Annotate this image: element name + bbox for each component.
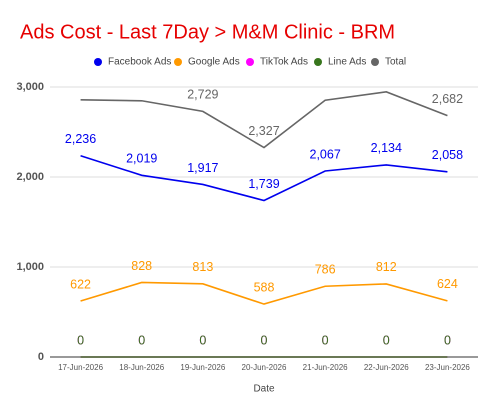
data-label: 0	[138, 333, 145, 347]
series-line	[80, 91, 448, 149]
data-label: 0	[138, 333, 145, 347]
data-label: 622	[70, 277, 91, 291]
series-line	[80, 281, 448, 305]
data-label: 812	[376, 260, 397, 274]
legend-label: Facebook Ads	[108, 57, 171, 68]
x-axis-title: Date	[253, 384, 275, 395]
x-tick-label: 20-Jun-2026	[242, 363, 287, 372]
data-label: 828	[131, 259, 152, 273]
legend-label: TikTok Ads	[260, 57, 308, 68]
legend-marker	[246, 58, 254, 66]
data-label: 1,917	[187, 161, 218, 175]
legend-marker	[94, 58, 102, 66]
chart-title: Ads Cost - Last 7Day > M&M Clinic - BRM	[20, 21, 395, 43]
data-label: 0	[199, 333, 206, 347]
y-tick-label: 0	[38, 351, 44, 363]
data-label: 2,058	[432, 148, 463, 162]
legend-marker	[314, 58, 322, 66]
data-label: 786	[315, 263, 336, 277]
data-label: 0	[322, 333, 329, 347]
x-tick-label: 18-Jun-2026	[119, 363, 164, 372]
data-label: 0	[383, 333, 390, 347]
data-label: 2,067	[310, 147, 341, 161]
data-label: 0	[383, 333, 390, 347]
data-label: 0	[444, 333, 451, 347]
x-tick-label: 19-Jun-2026	[180, 363, 225, 372]
y-tick-label: 2,000	[16, 171, 44, 183]
data-label: 0	[199, 333, 206, 347]
legend-label: Line Ads	[328, 57, 366, 68]
data-label: 2,729	[187, 88, 218, 102]
x-tick-label: 17-Jun-2026	[58, 363, 103, 372]
x-tick-label: 21-Jun-2026	[303, 363, 348, 372]
legend-label: Google Ads	[188, 57, 240, 68]
legend-marker	[174, 58, 182, 66]
legend-label: Total	[385, 57, 406, 68]
data-label: 624	[437, 277, 458, 291]
data-label: 2,682	[432, 92, 463, 106]
data-label: 0	[322, 333, 329, 347]
data-label: 2,134	[371, 141, 402, 155]
y-tick-label: 3,000	[16, 81, 44, 93]
data-label: 588	[254, 280, 275, 294]
x-tick-label: 22-Jun-2026	[364, 363, 409, 372]
data-label: 2,327	[248, 124, 279, 138]
y-tick-label: 1,000	[16, 261, 44, 273]
data-label: 0	[261, 333, 268, 347]
data-label: 0	[444, 333, 451, 347]
series-line	[80, 154, 448, 202]
data-label: 0	[77, 333, 84, 347]
data-label: 0	[77, 333, 84, 347]
data-label: 1,739	[248, 177, 279, 191]
legend-marker	[371, 58, 379, 66]
data-label: 2,019	[126, 152, 157, 166]
data-label: 813	[192, 260, 213, 274]
data-label: 2,236	[65, 132, 96, 146]
x-tick-label: 23-Jun-2026	[425, 363, 470, 372]
data-label: 0	[261, 333, 268, 347]
